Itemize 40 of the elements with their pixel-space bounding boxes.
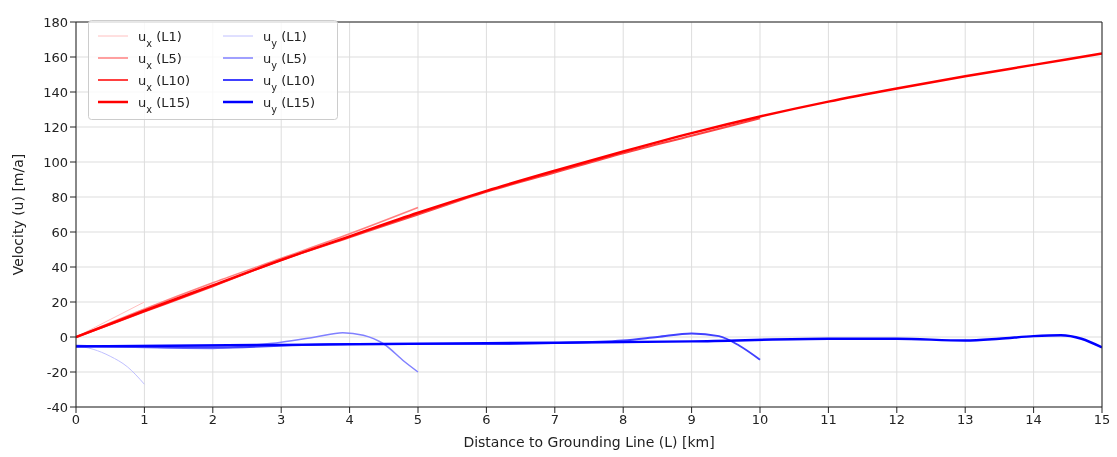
legend-label: u$_{y}$ (L5) [263, 51, 307, 71]
legend-label: u$_{y}$ (L10) [263, 73, 316, 93]
x-tick-label: 9 [687, 412, 696, 428]
y-tick-label: 100 [43, 154, 68, 170]
y-tick-label: 160 [43, 49, 68, 65]
line-series [76, 334, 1102, 349]
x-tick-label: 5 [413, 412, 423, 428]
x-tick-label: 13 [956, 412, 974, 428]
line-series [76, 52, 1102, 339]
legend-label: u$_{x}$ (L10) [138, 73, 191, 93]
y-tick-label: 40 [51, 259, 68, 275]
y-axis-title: Velocity (u) [m/a] [9, 153, 26, 276]
y-tick-label: 180 [43, 14, 68, 30]
legend-label: u$_{x}$ (L1) [138, 29, 182, 49]
x-tick-label: 10 [751, 412, 769, 428]
x-tick-label: 2 [208, 412, 217, 428]
x-tick-label: 4 [345, 412, 354, 428]
y-tick-label: 120 [43, 119, 68, 135]
y-tick-label: 140 [43, 84, 68, 100]
legend-label: u$_{x}$ (L5) [138, 51, 182, 71]
x-tick-label: 8 [619, 412, 628, 428]
y-tick-label: -40 [46, 399, 68, 415]
legend-label: u$_{x}$ (L15) [138, 95, 191, 115]
x-tick-label: 11 [820, 412, 837, 428]
y-tick-label: 80 [51, 189, 68, 205]
x-tick-label: 0 [71, 412, 81, 428]
x-tick-label: 3 [277, 412, 286, 428]
x-tick-label: 15 [1093, 412, 1111, 428]
x-tick-label: 12 [888, 412, 906, 428]
x-tick-label: 1 [140, 412, 149, 428]
y-tick-label: 0 [59, 329, 68, 345]
legend-label: u$_{y}$ (L15) [263, 95, 316, 115]
legend-label: u$_{y}$ (L1) [263, 29, 307, 49]
x-tick-label: 7 [550, 412, 559, 428]
y-tick-label: -20 [46, 364, 68, 380]
x-tick-label: 14 [1025, 412, 1042, 428]
x-axis-title: Distance to Grounding Line (L) [km] [463, 434, 715, 450]
y-tick-label: 60 [51, 224, 68, 240]
x-tick-label: 6 [482, 412, 491, 428]
y-tick-label: 20 [51, 294, 68, 310]
